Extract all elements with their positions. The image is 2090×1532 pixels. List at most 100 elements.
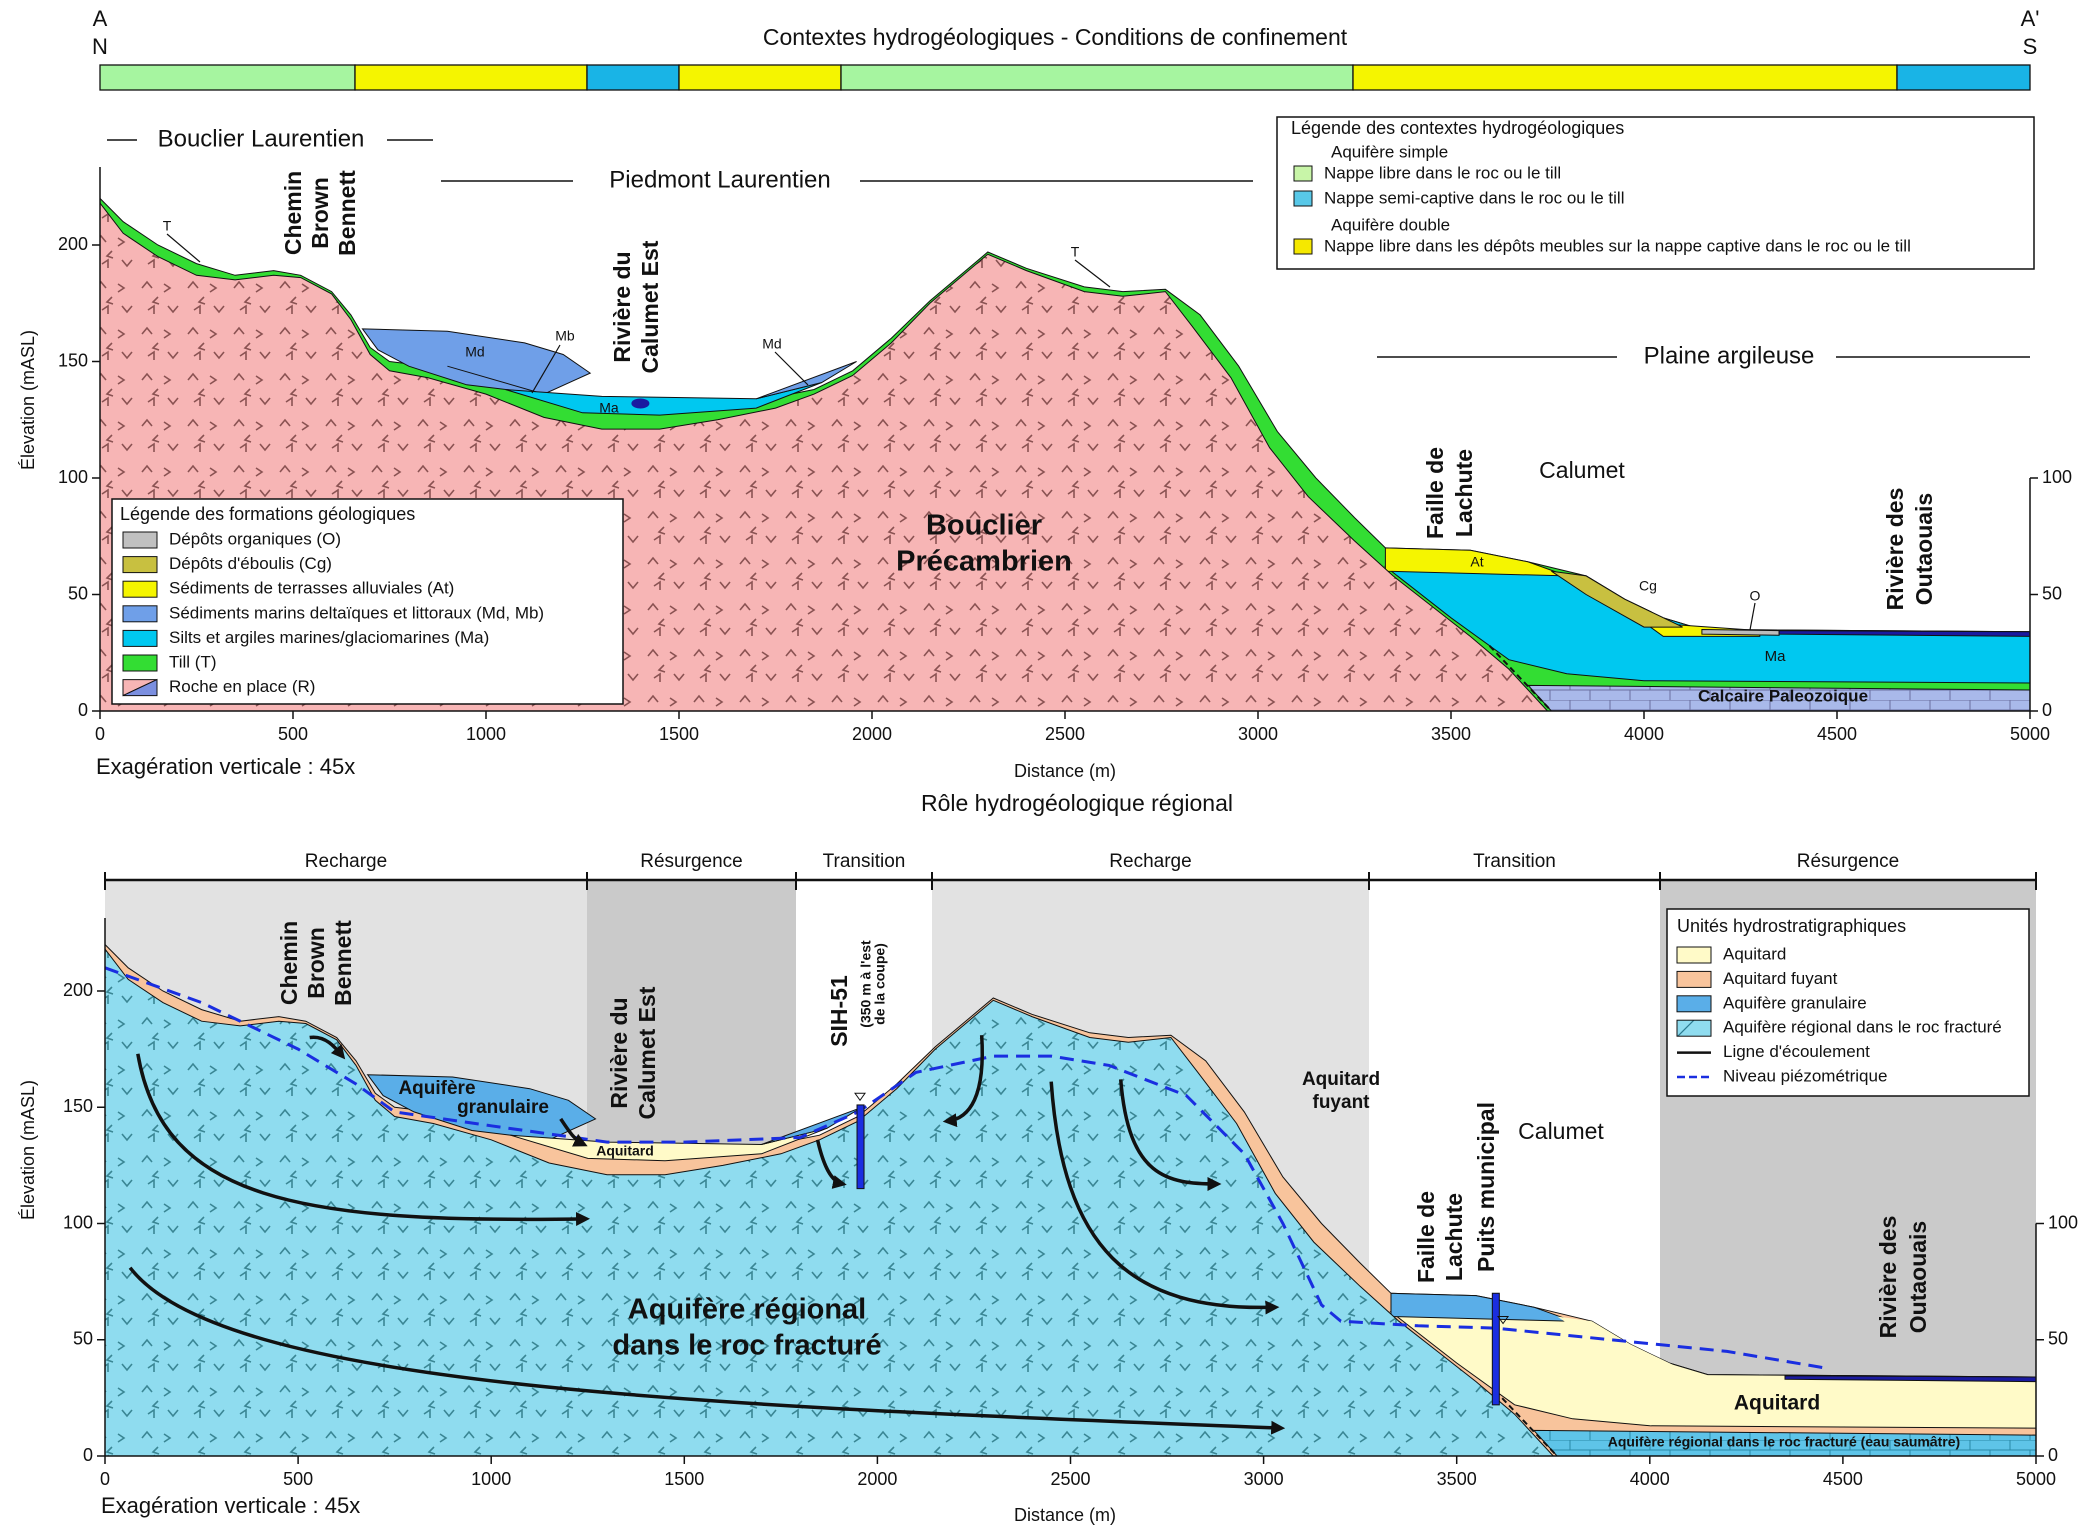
zone-label: Transition bbox=[823, 851, 906, 872]
legend-item: Niveau piézométrique bbox=[1723, 1066, 1887, 1085]
confinement-segment bbox=[1897, 65, 2030, 90]
legend-swatch bbox=[123, 630, 157, 646]
x-tick-label: 2500 bbox=[1050, 1469, 1090, 1489]
y-axis-label: Élevation (mASL) bbox=[18, 330, 38, 470]
map-label: T bbox=[1071, 244, 1080, 260]
map-label: Faille de bbox=[1422, 447, 1448, 539]
map-label: Ma bbox=[1765, 648, 1786, 665]
y-tick-label: 100 bbox=[58, 467, 88, 487]
map-label: Outaouais bbox=[1911, 493, 1937, 605]
map-label: Aquifère régional bbox=[628, 1294, 867, 1326]
x-tick-label: 4500 bbox=[1823, 1469, 1863, 1489]
x-tick-label: 5000 bbox=[2016, 1469, 2056, 1489]
y-axis-label: Élevation (mASL) bbox=[18, 1080, 38, 1220]
map-label: Calumet bbox=[1518, 1118, 1604, 1144]
x-tick-label: 0 bbox=[95, 724, 105, 744]
x-tick-label: 3000 bbox=[1238, 724, 1278, 744]
legend-swatch bbox=[123, 655, 157, 671]
confinement-segment bbox=[355, 65, 587, 90]
x-tick-label: 2500 bbox=[1045, 724, 1085, 744]
x-tick-label: 4500 bbox=[1817, 724, 1857, 744]
map-label: Rivière des bbox=[1882, 488, 1908, 611]
x-tick-label: 2000 bbox=[852, 724, 892, 744]
y-tick-label: 200 bbox=[63, 980, 93, 1000]
map-label: Brown bbox=[307, 177, 333, 249]
y2-tick-label: 0 bbox=[2042, 700, 2052, 720]
legend-item: Sédiments de terrasses alluviales (At) bbox=[169, 579, 454, 598]
corner-label: A' bbox=[2021, 6, 2040, 31]
x-tick-label: 3000 bbox=[1244, 1469, 1284, 1489]
confinement-segment bbox=[587, 65, 679, 90]
map-label: Bennett bbox=[330, 920, 356, 1006]
y-tick-label: 100 bbox=[63, 1212, 93, 1232]
region-label: Piedmont Laurentien bbox=[609, 166, 830, 193]
x-tick-label: 2000 bbox=[857, 1469, 897, 1489]
y2-tick-label: 50 bbox=[2042, 583, 2062, 603]
zone-label: Recharge bbox=[1109, 851, 1191, 872]
leader-line bbox=[775, 352, 808, 385]
well bbox=[1492, 1293, 1499, 1405]
map-label: de la coupe) bbox=[872, 943, 888, 1025]
map-label: Lachute bbox=[1441, 1193, 1467, 1281]
legend-item: Nappe semi-captive dans le roc ou le til… bbox=[1324, 188, 1624, 207]
legend-swatch bbox=[1294, 239, 1312, 254]
legend-group-title: Aquifère simple bbox=[1331, 142, 1448, 161]
confinement-segment bbox=[841, 65, 1353, 90]
section-title: Contextes hydrogéologiques - Conditions … bbox=[763, 24, 1348, 50]
legend-swatch bbox=[1677, 947, 1711, 963]
map-label: Faille de bbox=[1413, 1191, 1439, 1283]
legend-item: Nappe libre dans les dépôts meubles sur … bbox=[1324, 236, 1911, 255]
legend-item: Roche en place (R) bbox=[169, 677, 315, 696]
corner-label: A bbox=[93, 6, 108, 31]
region-label: Plaine argileuse bbox=[1644, 342, 1815, 369]
y-tick-label: 50 bbox=[73, 1329, 93, 1349]
x-tick-label: 0 bbox=[100, 1469, 110, 1489]
legend-item: Dépôts organiques (O) bbox=[169, 529, 341, 548]
corner-label: N bbox=[92, 34, 108, 59]
x-tick-label: 1000 bbox=[466, 724, 506, 744]
well bbox=[857, 1105, 864, 1189]
x-tick-label: 1000 bbox=[471, 1469, 511, 1489]
x-tick-label: 5000 bbox=[2010, 724, 2050, 744]
legend-swatch bbox=[1677, 996, 1711, 1012]
x-axis-label: Distance (m) bbox=[1014, 761, 1116, 781]
map-label: Calcaire Paleozoique bbox=[1698, 686, 1868, 705]
y-tick-label: 50 bbox=[68, 583, 88, 603]
map-label: Bennett bbox=[334, 170, 360, 256]
map-label: Aquifère régional dans le roc fracturé (… bbox=[1608, 1434, 1960, 1450]
map-label: Brown bbox=[303, 927, 329, 999]
confinement-segment bbox=[679, 65, 841, 90]
zone-label: Transition bbox=[1473, 851, 1556, 872]
legend-item: Aquifère granulaire bbox=[1723, 993, 1867, 1012]
y-tick-label: 0 bbox=[78, 700, 88, 720]
zone-label: Résurgence bbox=[1797, 851, 1899, 872]
map-label: Aquifère bbox=[398, 1078, 475, 1099]
map-label: Rivière du bbox=[606, 997, 632, 1108]
map-label: Chemin bbox=[276, 921, 302, 1005]
legend-title: Légende des formations géologiques bbox=[120, 504, 415, 524]
map-label: Rivière du bbox=[609, 251, 635, 362]
map-label: Aquitard bbox=[1302, 1069, 1380, 1090]
x-tick-label: 1500 bbox=[659, 724, 699, 744]
map-label: Précambrien bbox=[896, 546, 1072, 578]
legend-swatch bbox=[123, 532, 157, 548]
y-tick-label: 150 bbox=[63, 1096, 93, 1116]
y2-tick-label: 100 bbox=[2042, 467, 2072, 487]
map-label: O bbox=[1750, 588, 1761, 604]
legend-item: Silts et argiles marines/glaciomarines (… bbox=[169, 628, 489, 647]
map-label: Outaouais bbox=[1905, 1221, 1931, 1333]
legend-swatch bbox=[123, 606, 157, 622]
x-tick-label: 4000 bbox=[1630, 1469, 1670, 1489]
map-label: At bbox=[1470, 554, 1483, 570]
map-label: Aquitard bbox=[1734, 1392, 1820, 1415]
x-tick-label: 4000 bbox=[1624, 724, 1664, 744]
legend-item: Nappe libre dans le roc ou le till bbox=[1324, 163, 1561, 182]
x-axis-label: Distance (m) bbox=[1014, 1505, 1116, 1525]
x-tick-label: 500 bbox=[278, 724, 308, 744]
map-label: Lachute bbox=[1451, 449, 1477, 537]
map-label: T bbox=[163, 218, 172, 234]
y2-tick-label: 0 bbox=[2048, 1445, 2058, 1465]
map-label: Ma bbox=[599, 400, 619, 416]
legend-swatch bbox=[123, 581, 157, 597]
map-label: Calumet bbox=[1539, 457, 1625, 483]
